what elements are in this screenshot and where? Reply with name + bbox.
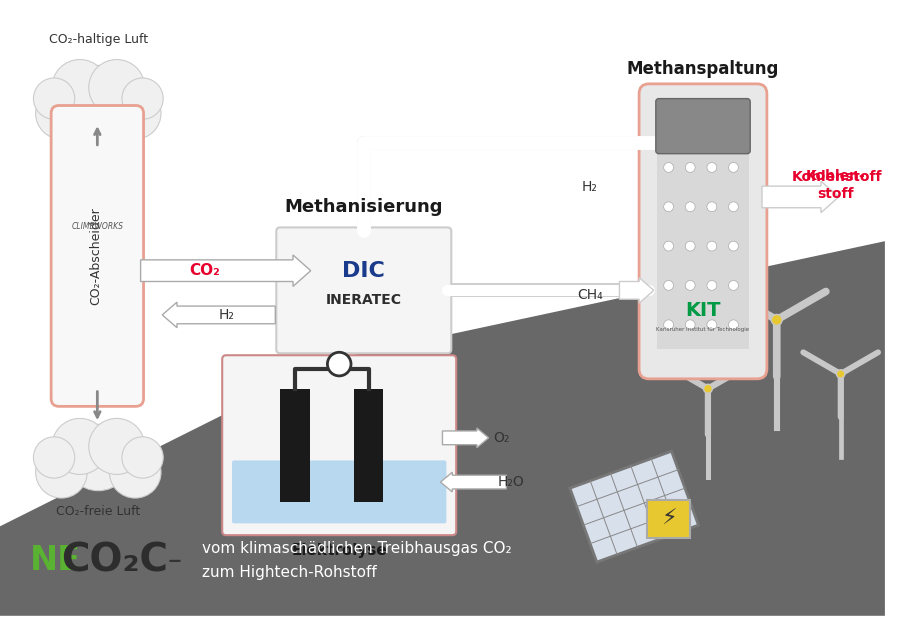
Text: KIT: KIT xyxy=(685,301,721,320)
FancyArrowPatch shape xyxy=(668,366,706,388)
FancyArrowPatch shape xyxy=(779,291,826,319)
Text: NE: NE xyxy=(30,544,80,578)
FancyBboxPatch shape xyxy=(570,451,698,562)
Text: Karlsruher Institut für Technologie: Karlsruher Institut für Technologie xyxy=(656,327,750,332)
Text: CH₄: CH₄ xyxy=(577,288,603,302)
Text: Kohlenstoff: Kohlenstoff xyxy=(791,170,882,184)
Circle shape xyxy=(706,281,716,291)
Text: H₂O: H₂O xyxy=(498,475,525,489)
Text: DIC: DIC xyxy=(342,261,385,281)
Text: ⚡: ⚡ xyxy=(661,509,677,528)
Text: CO₂C: CO₂C xyxy=(61,542,168,580)
Text: CO₂-haltige Luft: CO₂-haltige Luft xyxy=(49,33,148,46)
Circle shape xyxy=(52,60,108,116)
FancyArrow shape xyxy=(619,278,653,303)
Circle shape xyxy=(663,202,673,212)
Circle shape xyxy=(663,320,673,330)
FancyArrowPatch shape xyxy=(804,352,838,373)
Circle shape xyxy=(685,320,695,330)
Bar xyxy=(280,389,310,502)
Circle shape xyxy=(706,241,716,251)
Text: CO₂-Abscheider: CO₂-Abscheider xyxy=(89,207,102,305)
Circle shape xyxy=(729,320,738,330)
Circle shape xyxy=(663,163,673,173)
Circle shape xyxy=(685,241,695,251)
Circle shape xyxy=(36,88,87,139)
Circle shape xyxy=(89,419,145,474)
FancyBboxPatch shape xyxy=(647,500,690,538)
Circle shape xyxy=(33,78,75,119)
Text: vom klimaschädlichen Treibhausgas CO₂: vom klimaschädlichen Treibhausgas CO₂ xyxy=(202,542,511,556)
Text: H₂: H₂ xyxy=(218,308,234,322)
Circle shape xyxy=(110,88,161,139)
Circle shape xyxy=(328,352,351,376)
Circle shape xyxy=(122,78,163,119)
Text: Methanspaltung: Methanspaltung xyxy=(626,60,779,78)
FancyBboxPatch shape xyxy=(51,106,144,406)
Text: H₂: H₂ xyxy=(582,180,598,194)
FancyBboxPatch shape xyxy=(639,84,767,379)
Circle shape xyxy=(729,241,738,251)
Circle shape xyxy=(706,320,716,330)
Text: zum Hightech-Rohstoff: zum Hightech-Rohstoff xyxy=(202,565,376,580)
Polygon shape xyxy=(0,241,885,616)
Circle shape xyxy=(685,202,695,212)
Bar xyxy=(354,389,383,502)
Text: Elektrolyse: Elektrolyse xyxy=(292,543,387,558)
Circle shape xyxy=(36,446,87,498)
Circle shape xyxy=(663,281,673,291)
FancyArrowPatch shape xyxy=(843,352,878,373)
Text: CLIMEWORKS: CLIMEWORKS xyxy=(71,222,123,231)
Text: CO₂-freie Luft: CO₂-freie Luft xyxy=(56,505,140,518)
Circle shape xyxy=(663,241,673,251)
Circle shape xyxy=(729,202,738,212)
FancyBboxPatch shape xyxy=(232,460,446,524)
FancyBboxPatch shape xyxy=(222,355,456,535)
Text: INERATEC: INERATEC xyxy=(326,293,401,307)
Circle shape xyxy=(704,384,712,393)
Circle shape xyxy=(65,65,131,132)
Circle shape xyxy=(729,281,738,291)
FancyArrow shape xyxy=(440,472,507,492)
Text: Methanisierung: Methanisierung xyxy=(284,197,443,215)
Circle shape xyxy=(65,424,131,491)
Circle shape xyxy=(685,281,695,291)
Circle shape xyxy=(33,437,75,478)
FancyArrow shape xyxy=(762,181,839,212)
Circle shape xyxy=(122,437,163,478)
Circle shape xyxy=(836,369,845,378)
Circle shape xyxy=(110,446,161,498)
Circle shape xyxy=(706,163,716,173)
Text: O₂: O₂ xyxy=(493,431,509,445)
FancyArrowPatch shape xyxy=(727,291,774,319)
Bar xyxy=(657,153,749,350)
Circle shape xyxy=(706,202,716,212)
FancyBboxPatch shape xyxy=(656,99,751,153)
FancyBboxPatch shape xyxy=(276,227,451,353)
Text: Kohlen-
stoff: Kohlen- stoff xyxy=(806,170,866,201)
Circle shape xyxy=(685,163,695,173)
Text: CO₂: CO₂ xyxy=(189,263,220,278)
FancyArrowPatch shape xyxy=(710,366,748,388)
Circle shape xyxy=(52,419,108,474)
Circle shape xyxy=(771,314,782,325)
FancyArrow shape xyxy=(140,255,310,286)
FancyArrow shape xyxy=(443,428,489,448)
FancyArrow shape xyxy=(162,302,275,328)
Circle shape xyxy=(89,60,145,116)
Circle shape xyxy=(729,163,738,173)
Text: –: – xyxy=(167,546,181,574)
